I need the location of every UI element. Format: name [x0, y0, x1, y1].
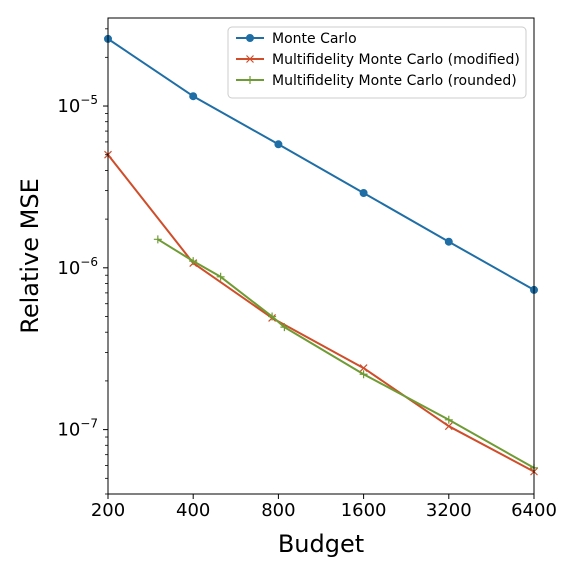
legend-box [227, 26, 527, 99]
series-line [157, 238, 535, 469]
legend-item: Monte Carlo [236, 31, 357, 47]
legend-item: Multifidelity Monte Carlo (rounded) [236, 73, 517, 89]
y-tick-label: 10−6 [57, 255, 98, 279]
x-tick-label: 3200 [426, 500, 472, 521]
series-line [107, 38, 535, 291]
data-point-marker [153, 235, 162, 244]
y-tick-label-exponent: −5 [80, 93, 98, 107]
legend-label: Multifidelity Monte Carlo (rounded) [272, 73, 517, 89]
data-point-marker [274, 140, 283, 149]
plot-marks [104, 34, 538, 476]
x-tick-label: 400 [176, 500, 210, 521]
data-point-marker [189, 257, 198, 266]
data-point-marker [280, 323, 289, 332]
x-tick-label: 1600 [341, 500, 387, 521]
legend-label: Multifidelity Monte Carlo (modified) [272, 52, 520, 68]
x-tick-label: 6400 [511, 500, 557, 521]
y-tick-label-base: 10 [57, 258, 80, 279]
data-point-marker [444, 237, 453, 246]
x-axis-ticks: 200 400 800 1600 3200 6400 [91, 494, 557, 521]
x-axis-label: Budget [278, 530, 364, 558]
y-tick-label-base: 10 [57, 420, 80, 441]
data-point-marker [268, 312, 277, 321]
plot-frame [107, 17, 535, 495]
y-tick-label: 10−7 [57, 417, 98, 441]
data-point-marker [246, 76, 254, 84]
y-axis-label: Relative MSE [16, 178, 44, 334]
y-tick-label-exponent: −6 [80, 255, 98, 269]
data-point-marker [246, 34, 254, 42]
series-2 [104, 150, 538, 476]
data-point-marker [359, 370, 368, 379]
y-tick-label-exponent: −7 [80, 417, 98, 431]
legend-label: Monte Carlo [272, 31, 357, 47]
data-point-marker [216, 272, 225, 281]
data-point-marker [359, 189, 368, 198]
data-point-marker [246, 55, 254, 63]
x-tick-label: 800 [261, 500, 295, 521]
series-3 [153, 235, 538, 472]
legend-item: Multifidelity Monte Carlo (modified) [236, 52, 520, 68]
data-point-marker [189, 92, 198, 101]
series-1 [104, 34, 538, 294]
y-tick-label-base: 10 [57, 96, 80, 117]
series-line [107, 154, 535, 473]
y-tick-label: 10−5 [57, 93, 98, 117]
y-axis-ticks: 10−710−610−5 [57, 28, 108, 495]
data-point-marker [359, 364, 368, 373]
x-tick-label: 200 [91, 500, 125, 521]
legend: Monte Carlo Multifidelity Monte Carlo (mo… [227, 26, 527, 99]
data-point-marker [444, 422, 453, 431]
data-point-marker [444, 415, 453, 424]
